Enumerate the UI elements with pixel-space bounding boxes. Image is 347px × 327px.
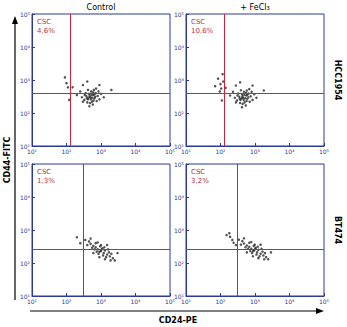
svg-text:Control: Control xyxy=(87,3,116,12)
svg-text:CD44-FITC: CD44-FITC xyxy=(3,137,12,184)
svg-text:CSC: CSC xyxy=(37,168,51,176)
svg-text:10⁵: 10⁵ xyxy=(20,11,31,18)
svg-text:10,6%: 10,6% xyxy=(191,27,214,35)
svg-text:10¹: 10¹ xyxy=(181,148,192,155)
svg-text:10⁴: 10⁴ xyxy=(174,194,185,201)
svg-text:10⁵: 10⁵ xyxy=(165,148,176,155)
svg-text:HCC1954: HCC1954 xyxy=(333,60,342,101)
svg-text:10⁵: 10⁵ xyxy=(174,11,185,18)
svg-text:10⁴: 10⁴ xyxy=(20,44,31,51)
svg-text:10³: 10³ xyxy=(174,77,185,84)
svg-text:10⁵: 10⁵ xyxy=(174,161,185,168)
svg-text:10⁴: 10⁴ xyxy=(174,44,185,51)
svg-text:10¹: 10¹ xyxy=(20,142,30,150)
svg-text:+ FeCl₃: + FeCl₃ xyxy=(240,3,269,12)
svg-text:10²: 10² xyxy=(174,110,185,117)
svg-text:10¹: 10¹ xyxy=(174,142,184,150)
svg-text:10¹: 10¹ xyxy=(27,148,38,155)
svg-text:10⁴: 10⁴ xyxy=(130,298,141,305)
svg-text:10⁵: 10⁵ xyxy=(20,161,31,168)
svg-text:10³: 10³ xyxy=(250,298,261,305)
svg-text:CSC: CSC xyxy=(37,18,51,26)
svg-text:CD24-PE: CD24-PE xyxy=(159,316,197,325)
svg-text:10²: 10² xyxy=(174,260,185,267)
svg-text:10²: 10² xyxy=(215,148,226,155)
svg-text:10³: 10³ xyxy=(96,148,107,155)
svg-text:10²: 10² xyxy=(20,110,31,117)
svg-text:10⁵: 10⁵ xyxy=(319,148,330,155)
svg-text:10³: 10³ xyxy=(20,77,31,84)
svg-text:CSC: CSC xyxy=(191,18,205,26)
svg-text:3,2%: 3,2% xyxy=(191,177,209,185)
svg-text:1,3%: 1,3% xyxy=(37,177,55,185)
svg-text:10¹: 10¹ xyxy=(27,298,38,305)
svg-text:10⁴: 10⁴ xyxy=(130,148,141,155)
svg-text:10¹: 10¹ xyxy=(174,292,184,300)
svg-text:10⁵: 10⁵ xyxy=(319,298,330,305)
svg-text:10³: 10³ xyxy=(174,227,185,234)
svg-text:BT474: BT474 xyxy=(333,216,342,245)
svg-text:10⁴: 10⁴ xyxy=(284,148,295,155)
svg-text:10³: 10³ xyxy=(96,298,107,305)
svg-text:10²: 10² xyxy=(20,260,31,267)
svg-text:4,6%: 4,6% xyxy=(37,27,55,35)
svg-text:10²: 10² xyxy=(61,298,72,305)
svg-text:10²: 10² xyxy=(61,148,72,155)
svg-text:10⁴: 10⁴ xyxy=(20,194,31,201)
svg-text:10⁴: 10⁴ xyxy=(284,298,295,305)
svg-text:10³: 10³ xyxy=(250,148,261,155)
svg-text:10⁵: 10⁵ xyxy=(165,298,176,305)
svg-text:10²: 10² xyxy=(215,298,226,305)
svg-text:10³: 10³ xyxy=(20,227,31,234)
svg-text:CSC: CSC xyxy=(191,168,205,176)
svg-text:10¹: 10¹ xyxy=(181,298,192,305)
svg-text:10¹: 10¹ xyxy=(20,292,30,300)
